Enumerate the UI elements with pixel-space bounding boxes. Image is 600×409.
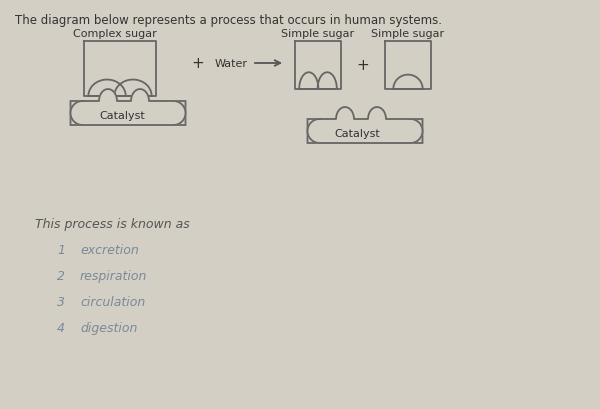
Text: Catalyst: Catalyst (99, 111, 145, 121)
Text: 2: 2 (57, 270, 65, 282)
Text: 4: 4 (57, 321, 65, 334)
FancyBboxPatch shape (308, 120, 422, 144)
Polygon shape (308, 108, 422, 144)
Text: Simple sugar: Simple sugar (371, 29, 445, 39)
Text: The diagram below represents a process that occurs in human systems.: The diagram below represents a process t… (15, 14, 442, 27)
Text: 1: 1 (57, 243, 65, 256)
Text: +: + (356, 58, 370, 73)
Text: 3: 3 (57, 295, 65, 308)
FancyBboxPatch shape (71, 102, 185, 126)
Text: digestion: digestion (80, 321, 137, 334)
Text: +: + (191, 56, 205, 71)
Text: Simple sugar: Simple sugar (281, 29, 355, 39)
Text: Complex sugar: Complex sugar (73, 29, 157, 39)
Polygon shape (71, 90, 185, 126)
Text: Catalyst: Catalyst (334, 129, 380, 139)
Text: excretion: excretion (80, 243, 139, 256)
Text: circulation: circulation (80, 295, 145, 308)
Text: respiration: respiration (80, 270, 148, 282)
Text: This process is known as: This process is known as (35, 218, 190, 230)
Text: Water: Water (215, 59, 248, 69)
